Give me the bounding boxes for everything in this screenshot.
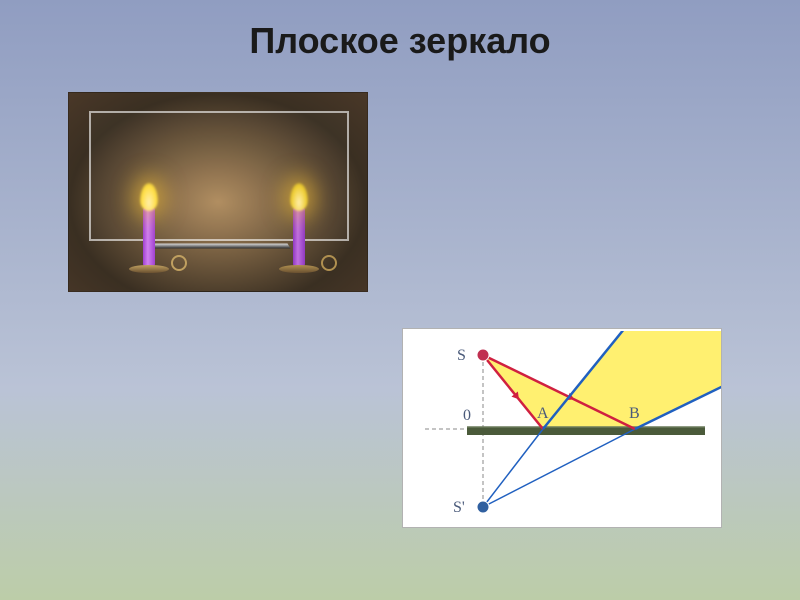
ray-diagram-svg (405, 331, 721, 527)
label-b: B (629, 405, 640, 423)
label-a: A (537, 405, 549, 423)
candle-real-flame (140, 183, 158, 211)
slide-container: Плоское зеркало S S' 0 A B (0, 0, 800, 600)
candle-real-ring (171, 255, 187, 271)
candle-real (129, 183, 169, 273)
candle-scene (69, 93, 367, 291)
candle-reflection (279, 183, 319, 273)
candle-refl-ring (321, 255, 337, 271)
label-zero: 0 (463, 407, 471, 425)
label-s-prime: S' (453, 499, 465, 517)
candle-real-holder (129, 265, 169, 273)
candle-refl-holder (279, 265, 319, 273)
candle-real-body (143, 207, 155, 267)
candle-refl-flame (290, 183, 308, 211)
label-s: S (457, 347, 466, 365)
slide-title: Плоское зеркало (0, 20, 800, 62)
ray-diagram: S S' 0 A B (402, 328, 722, 528)
candle-illustration (68, 92, 368, 292)
candle-refl-body (293, 207, 305, 267)
